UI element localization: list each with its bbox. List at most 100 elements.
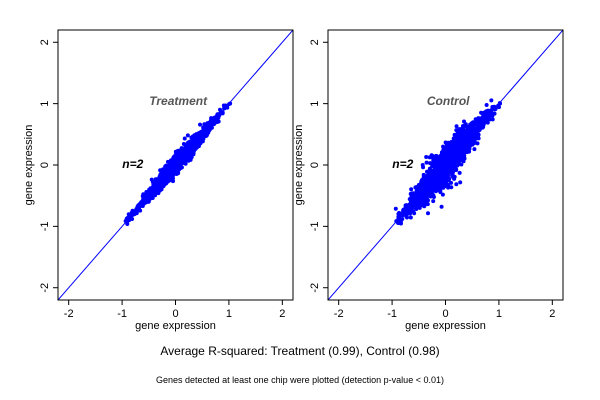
data-point — [179, 165, 184, 170]
data-point — [449, 145, 454, 150]
data-point — [461, 139, 466, 144]
y-tick-label: -2 — [309, 283, 321, 293]
scatter-panel-treatment: -2 -1 0 1 2 -2 -1 0 1 2 gene expression gene expres… — [23, 29, 294, 332]
data-point — [421, 193, 426, 198]
data-point — [125, 221, 130, 226]
x-tick-label: 0 — [172, 308, 178, 320]
data-point — [186, 158, 191, 163]
identity-line — [58, 30, 293, 300]
x-tick-label: 1 — [226, 308, 232, 320]
data-point — [449, 180, 454, 185]
data-point — [150, 192, 155, 197]
data-point — [438, 180, 443, 185]
sample-size-label: n=2 — [122, 157, 143, 171]
data-point — [428, 175, 433, 180]
data-point — [431, 199, 436, 204]
data-point — [458, 180, 463, 185]
data-point — [418, 187, 423, 192]
data-point — [202, 122, 207, 127]
data-point — [460, 124, 465, 129]
y-tick-label: 1 — [309, 101, 321, 107]
data-point — [408, 215, 413, 220]
data-point — [458, 140, 463, 145]
panel-title: Control — [427, 94, 470, 108]
y-tick-label: 1 — [39, 101, 51, 107]
data-point — [431, 154, 436, 159]
y-axis-label: gene expression — [23, 125, 35, 206]
data-point — [446, 178, 451, 183]
data-point — [454, 124, 459, 129]
data-point — [183, 155, 188, 160]
data-point — [469, 124, 474, 129]
data-point — [199, 129, 204, 134]
data-point — [421, 175, 426, 180]
data-point — [431, 185, 436, 190]
data-point — [141, 195, 146, 200]
data-point — [433, 171, 438, 176]
data-point — [464, 136, 469, 141]
data-point — [405, 215, 409, 220]
data-point — [421, 199, 426, 204]
data-point — [439, 204, 444, 209]
data-point — [160, 172, 165, 177]
data-point — [461, 128, 466, 133]
data-point — [432, 162, 437, 167]
data-point — [169, 164, 173, 169]
data-point — [185, 133, 190, 138]
data-point — [466, 140, 471, 145]
data-point — [454, 161, 459, 166]
data-point — [421, 165, 426, 170]
data-point — [459, 162, 464, 167]
data-point — [425, 190, 430, 195]
x-tick-label: 2 — [279, 308, 285, 320]
data-point — [161, 182, 166, 187]
data-point — [196, 132, 201, 137]
data-point — [157, 174, 162, 179]
data-point — [444, 142, 449, 147]
data-point — [175, 170, 180, 175]
caption-detection-note: Genes detected at least one chip were pl… — [156, 375, 444, 385]
data-point — [416, 200, 421, 205]
data-point — [168, 175, 173, 180]
data-point — [489, 98, 494, 103]
panel-title: Treatment — [149, 94, 208, 108]
x-tick-label: 0 — [442, 308, 448, 320]
data-point — [472, 136, 477, 141]
data-point — [471, 139, 476, 144]
data-point — [449, 185, 454, 190]
data-point — [126, 212, 131, 217]
data-point — [439, 152, 444, 157]
data-point — [438, 163, 443, 168]
scatter-panel-control: -2 -1 0 1 2 -2 -1 0 1 2 gene expression gene expres… — [293, 29, 564, 332]
data-point — [437, 184, 442, 189]
data-point — [443, 158, 448, 163]
data-point — [460, 147, 465, 152]
data-point — [431, 179, 436, 184]
identity-line — [328, 30, 563, 300]
y-tick-label: 0 — [39, 162, 51, 168]
data-point — [442, 174, 447, 179]
data-point — [156, 191, 161, 196]
data-point — [492, 111, 497, 116]
data-point — [413, 204, 418, 209]
data-point — [463, 145, 468, 150]
x-tick-label: -1 — [387, 308, 397, 320]
data-point — [409, 187, 414, 192]
data-point — [446, 166, 451, 171]
data-point — [181, 142, 186, 147]
data-point — [481, 110, 486, 115]
data-point — [438, 190, 443, 195]
data-point — [443, 184, 448, 189]
data-point — [412, 201, 417, 206]
data-point — [468, 128, 473, 133]
data-point — [428, 181, 433, 186]
data-point — [408, 209, 413, 214]
data-point — [455, 132, 460, 137]
data-point — [457, 143, 462, 148]
data-point — [445, 148, 450, 153]
data-point — [428, 161, 433, 166]
data-point — [464, 130, 469, 135]
data-point — [182, 136, 187, 141]
data-point — [204, 133, 209, 138]
